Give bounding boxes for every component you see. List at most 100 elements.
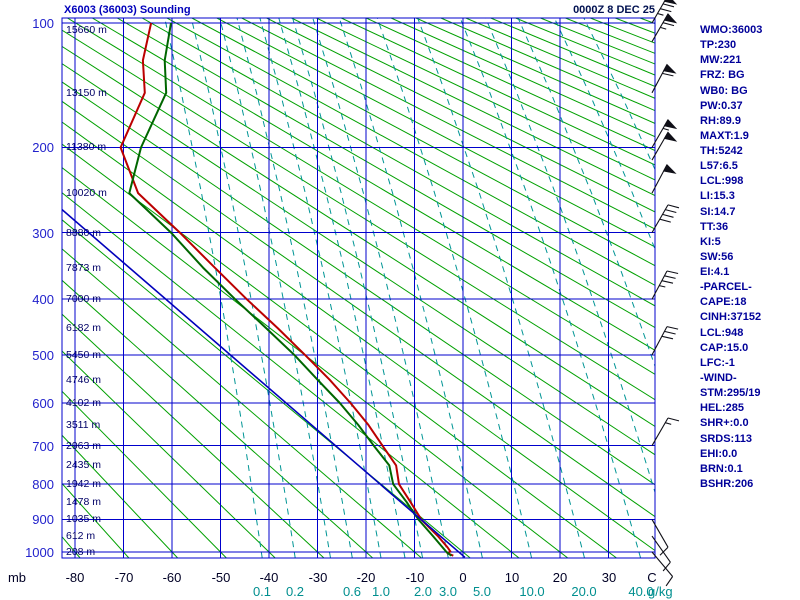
pressure-tick-label: 400 <box>32 292 54 307</box>
temp-tick-label: 10 <box>504 570 520 585</box>
height-label: 2963 m <box>66 440 102 452</box>
temp-tick-label: 20 <box>552 570 568 585</box>
pressure-temp-grid <box>62 18 655 558</box>
stats-line: HEL:285 <box>700 402 745 415</box>
stats-line: L57:6.5 <box>700 160 738 173</box>
stats-line: RH:89.9 <box>700 114 741 127</box>
pressure-tick-label: 500 <box>32 348 54 363</box>
pressure-unit-label: mb <box>7 570 26 585</box>
temp-tick-label: -20 <box>356 570 376 585</box>
height-label: 15660 m <box>66 24 107 36</box>
stats-line: BRN:0.1 <box>700 462 743 475</box>
wind-barb <box>651 63 677 94</box>
wind-barb <box>651 417 680 446</box>
height-label: 612 m <box>66 530 96 542</box>
stats-line: LFC:-1 <box>700 356 735 369</box>
stats-line: SI:14.7 <box>700 205 736 218</box>
height-label: 8880 m <box>66 227 102 239</box>
wind-barb <box>651 551 674 587</box>
height-label: 7873 m <box>66 262 102 274</box>
plot-border <box>61 17 656 559</box>
height-label: 10020 m <box>66 187 107 199</box>
height-label: 4746 m <box>66 374 102 386</box>
mixing-ratio-label: 5.0 <box>472 584 492 599</box>
pressure-tick-label: 100 <box>32 16 54 31</box>
mixing-ratio-label: 3.0 <box>438 584 458 599</box>
stats-line: BSHR:206 <box>700 477 754 490</box>
pressure-tick-label: 900 <box>32 512 54 527</box>
wind-barb <box>651 326 679 356</box>
height-label: 208 m <box>66 546 96 558</box>
height-label: 1942 m <box>66 478 102 490</box>
mixing-ratio-label: 0.2 <box>285 584 305 599</box>
dry-adiabats <box>62 18 655 558</box>
height-label: 2435 m <box>66 459 102 471</box>
temp-tick-label: 0 <box>459 570 467 585</box>
mixing-ratio-label: 1.0 <box>371 584 391 599</box>
temp-tick-label: -40 <box>259 570 279 585</box>
wind-barb <box>651 535 671 572</box>
stats-line: LI:15.3 <box>700 190 735 203</box>
stats-line: CAP:15.0 <box>700 341 749 354</box>
pressure-tick-label: 800 <box>32 477 54 492</box>
temp-tick-label: -50 <box>211 570 231 585</box>
wind-barb <box>651 13 678 42</box>
chart-datetime: 0000Z 8 DEC 25 <box>573 4 655 16</box>
dewpoint-trace <box>128 22 453 557</box>
wind-barb <box>651 131 678 161</box>
mixing-ratio-label: 20.0 <box>571 584 597 599</box>
temp-tick-label: -10 <box>405 570 425 585</box>
height-label: 1035 m <box>66 513 102 525</box>
stats-line: SW:56 <box>700 250 734 263</box>
stats-line: LCL:948 <box>700 326 744 339</box>
temp-tick-label: 30 <box>601 570 617 585</box>
height-label: 3511 m <box>66 419 101 431</box>
wind-barb <box>651 0 678 24</box>
stats-line: TP:230 <box>700 39 737 52</box>
temp-tick-label: -30 <box>308 570 328 585</box>
temp-tick-label: -80 <box>65 570 85 585</box>
stats-line: STM:295/19 <box>700 387 761 400</box>
height-label: 13150 m <box>66 87 107 99</box>
stats-line: KI:5 <box>700 235 721 248</box>
mixing-ratio-lines <box>164 18 655 558</box>
mixing-ratio-label: 10.0 <box>519 584 545 599</box>
chart-title: X6003 (36003) Sounding <box>64 4 191 16</box>
height-label: 6182 m <box>66 322 102 334</box>
temp-tick-label: -70 <box>114 570 134 585</box>
stats-line: LCL:998 <box>700 175 744 188</box>
height-label: 7000 m <box>66 293 102 305</box>
mixing-ratio-label: 40.0 <box>628 584 654 599</box>
pressure-tick-label: 200 <box>32 140 54 155</box>
wind-barb <box>651 204 680 233</box>
mixing-ratio-label: 0.1 <box>252 584 272 599</box>
temp-unit-label: C <box>647 570 657 585</box>
pressure-tick-label: 700 <box>32 439 54 454</box>
height-label: 5450 m <box>66 349 102 361</box>
wind-barb <box>651 118 678 148</box>
stats-line: WMO:36003 <box>700 24 763 36</box>
mixing-ratio-label: 2.0 <box>413 584 433 599</box>
stats-line: MW:221 <box>700 54 742 67</box>
stats-line: SHR+:0.0 <box>700 417 749 430</box>
pressure-tick-label: 1000 <box>25 545 54 560</box>
pressure-tick-label: 600 <box>32 396 54 411</box>
stats-line: -WIND- <box>700 371 737 384</box>
stats-line: EI:4.1 <box>700 266 730 279</box>
pressure-tick-label: 300 <box>32 226 54 241</box>
mixing-ratio-label: 0.6 <box>342 584 362 599</box>
wind-barbs <box>651 0 680 587</box>
stats-line: CAPE:18 <box>700 296 747 309</box>
stats-line: MAXT:1.9 <box>700 129 749 142</box>
wind-barb <box>651 270 679 300</box>
wind-barb <box>651 163 677 194</box>
stats-line: FRZ: BG <box>700 69 745 82</box>
temp-tick-label: -60 <box>162 570 182 585</box>
height-label: 4102 m <box>66 397 102 409</box>
stats-line: CINH:37152 <box>700 311 762 324</box>
wind-barb <box>651 519 669 556</box>
stats-line: TT:36 <box>700 220 729 233</box>
height-label: 11380 m <box>66 141 107 153</box>
